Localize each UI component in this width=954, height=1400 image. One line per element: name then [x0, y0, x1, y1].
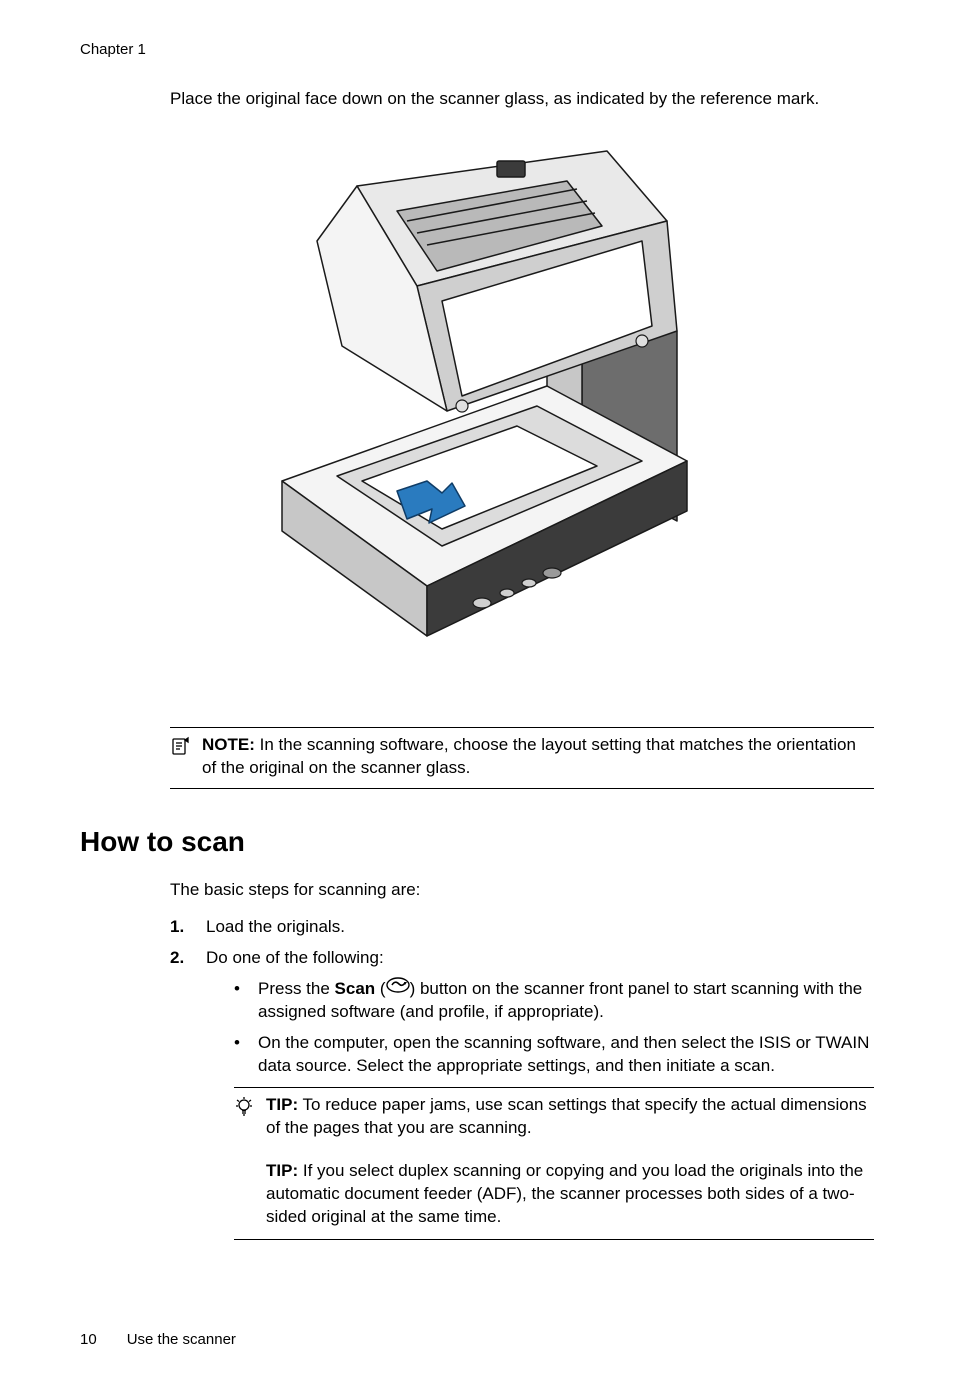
scan-button-icon	[386, 977, 410, 1000]
substep-b-text: On the computer, open the scanning softw…	[258, 1032, 874, 1078]
tip-container: TIP: To reduce paper jams, use scan sett…	[234, 1087, 874, 1240]
paren-open: (	[375, 979, 385, 998]
step-2-text: Do one of the following:	[206, 948, 384, 967]
substep-b: • On the computer, open the scanning sof…	[234, 1032, 874, 1078]
tip-lightbulb-icon	[234, 1103, 254, 1122]
steps-list: 1. Load the originals. 2. Do one of the …	[170, 916, 874, 1240]
tip-1-label: TIP:	[266, 1095, 298, 1114]
tip-1: TIP: To reduce paper jams, use scan sett…	[234, 1087, 874, 1146]
substep-a: • Press the Scan () button on the scanne…	[234, 978, 874, 1024]
step-2: 2. Do one of the following: • Press the …	[170, 947, 874, 1240]
note-text: In the scanning software, choose the lay…	[202, 735, 856, 777]
chapter-label: Chapter 1	[80, 40, 874, 60]
tip-1-text: To reduce paper jams, use scan settings …	[266, 1095, 867, 1137]
sub-bullets: • Press the Scan () button on the scanne…	[206, 978, 874, 1078]
substep-a-pre: Press the	[258, 979, 335, 998]
tip-2: TIP: If you select duplex scanning or co…	[234, 1154, 874, 1240]
note-callout: NOTE: In the scanning software, choose t…	[170, 727, 874, 789]
paren-close: )	[410, 979, 420, 998]
bullet-dot: •	[234, 978, 244, 1024]
intro-text: Place the original face down on the scan…	[170, 88, 874, 111]
scanner-figure	[80, 131, 874, 691]
page-footer: 10 Use the scanner	[80, 1330, 874, 1350]
tip-2-label: TIP:	[266, 1161, 298, 1180]
section-heading: How to scan	[80, 823, 874, 861]
note-icon	[170, 741, 190, 760]
step-1-num: 1.	[170, 916, 192, 939]
footer-page-number: 10	[80, 1330, 97, 1350]
section-intro: The basic steps for scanning are:	[170, 879, 874, 902]
bullet-dot: •	[234, 1032, 244, 1078]
step-1-text: Load the originals.	[206, 916, 874, 939]
tip-2-text: If you select duplex scanning or copying…	[266, 1161, 863, 1226]
step-2-num: 2.	[170, 947, 192, 1240]
step-1: 1. Load the originals.	[170, 916, 874, 939]
footer-title: Use the scanner	[127, 1330, 236, 1350]
scan-word: Scan	[335, 979, 376, 998]
note-label: NOTE:	[202, 735, 255, 754]
